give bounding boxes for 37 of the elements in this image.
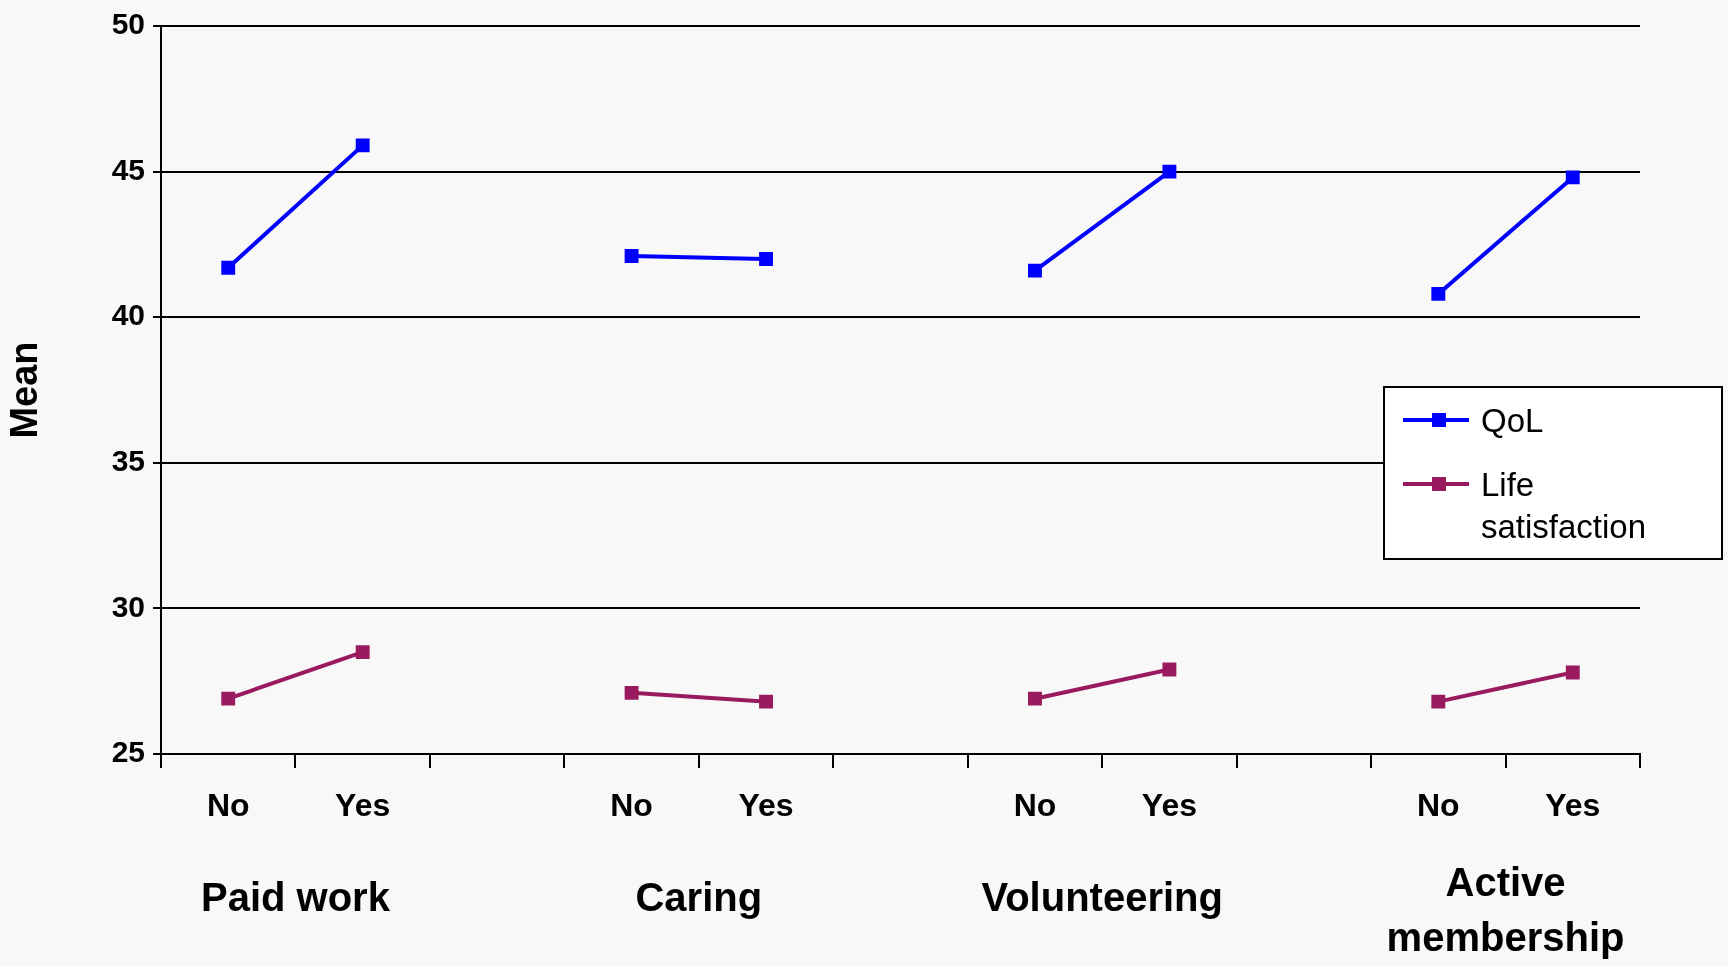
x-tick-label: Yes — [1141, 787, 1197, 824]
point — [355, 138, 370, 153]
x-tick-label: No — [1416, 787, 1460, 824]
y-tick-label: 35 — [111, 444, 145, 478]
point — [1162, 164, 1177, 179]
text: Caring — [635, 875, 763, 920]
point — [1028, 691, 1042, 706]
point — [1431, 694, 1446, 709]
point — [759, 694, 773, 709]
y-tick-label: 50 — [111, 7, 145, 41]
text: Paid work — [200, 875, 391, 920]
point — [759, 252, 773, 266]
point — [1431, 286, 1446, 301]
y-tick-label: 30 — [111, 589, 145, 623]
x-tick-label: No — [610, 787, 653, 824]
point — [624, 249, 639, 263]
point — [355, 645, 370, 660]
x-tick-label: Yes — [1545, 787, 1601, 824]
y-tick-label: 25 — [111, 735, 145, 769]
x-tick-label: Yes — [335, 787, 391, 824]
y-axis-title: Mean — [3, 341, 46, 439]
x-tick-label: No — [1013, 787, 1057, 824]
point — [1565, 665, 1580, 680]
legend-label: Life satisfaction — [1481, 465, 1648, 547]
x-tick-label: No — [206, 787, 250, 824]
point — [1162, 662, 1177, 677]
point — [1565, 170, 1580, 185]
x-tick-label: Yes — [738, 787, 794, 824]
text: Active membership — [1386, 860, 1625, 960]
point — [221, 260, 236, 275]
text: Volunteering — [981, 875, 1223, 920]
legend-label: QoL — [1481, 401, 1544, 441]
point — [221, 691, 236, 706]
y-tick-label: 40 — [111, 298, 145, 332]
y-tick-label: 45 — [111, 152, 145, 186]
point — [624, 685, 639, 700]
point — [1028, 263, 1042, 278]
